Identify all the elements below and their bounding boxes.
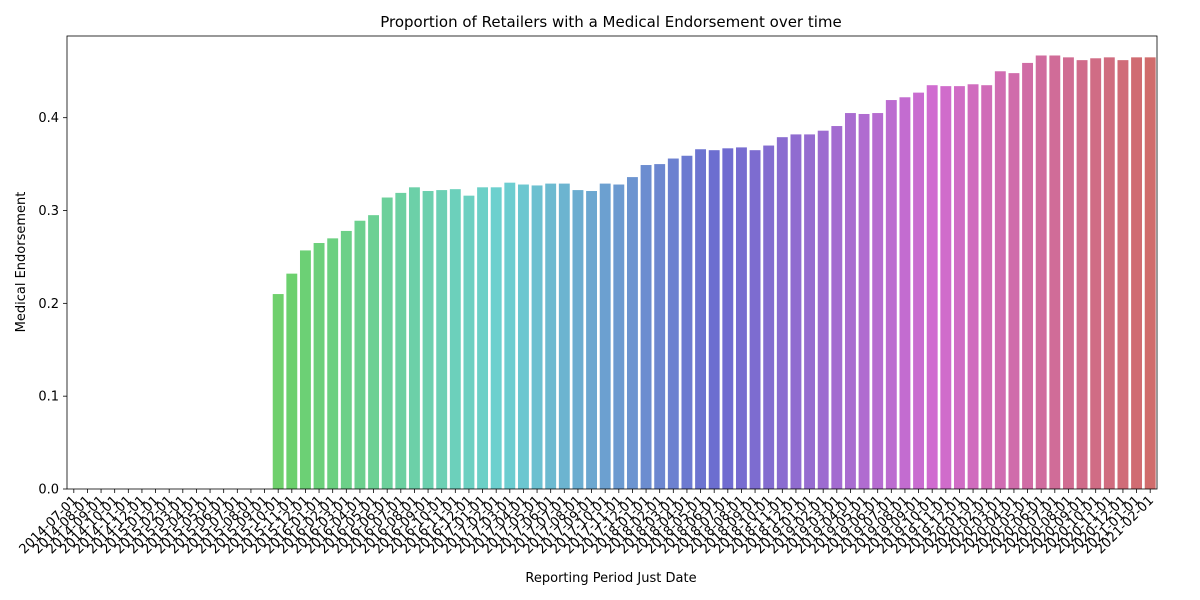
x-axis-title: Reporting Period Just Date [525,571,696,586]
bar-2016-11-01 [449,189,461,490]
bar-2019-03-01 [831,126,843,489]
bar-2019-05-01 [858,113,870,489]
bar-2016-12-01 [463,195,475,489]
bar-2017-08-01 [572,190,584,489]
bar-2016-01-01 [313,243,325,489]
bar-2020-07-01 [1049,55,1061,490]
bar-2021-02-01 [1144,57,1156,489]
bar-2016-06-01 [381,197,393,489]
bar-2017-01-01 [477,187,489,489]
y-tick-label: 0.2 [38,297,59,312]
bar-2016-08-01 [408,187,420,489]
bar-2017-10-01 [599,183,611,489]
bar-2020-04-01 [1008,73,1020,489]
y-axis-title: Medical Endorsement [14,192,29,333]
bar-2016-05-01 [368,215,380,489]
bar-2020-01-01 [967,84,979,490]
bar-2018-12-01 [790,134,802,489]
y-tick-label: 0.1 [38,390,59,405]
bar-2015-11-01 [286,273,298,489]
bar-2018-09-01 [749,150,761,489]
bar-2019-08-01 [899,97,911,490]
bar-2019-12-01 [953,86,965,489]
bar-2017-04-01 [517,184,529,489]
bar-2016-09-01 [422,191,434,489]
bar-2017-07-01 [558,183,570,489]
bar-2018-06-01 [708,150,720,489]
bar-2020-09-01 [1076,60,1088,489]
bar-2016-10-01 [436,190,448,489]
bar-2015-12-01 [299,250,311,489]
bar-2019-10-01 [926,85,938,489]
bar-2017-03-01 [504,182,516,490]
bar-2018-01-01 [640,165,652,489]
bar-2020-03-01 [994,71,1006,490]
bar-2017-06-01 [545,183,557,489]
bar-2019-09-01 [913,92,925,490]
y-axis: 0.0 0.1 0.2 0.3 0.4 [38,35,1158,498]
bar-2020-10-01 [1090,58,1102,489]
bar-2017-12-01 [626,177,638,489]
bar-2020-12-01 [1117,60,1129,489]
x-axis: 2014-07-012014-08-012014-09-012014-10-01… [17,489,1157,557]
y-tick-label: 0.0 [38,483,59,498]
bar-2018-08-01 [735,147,747,489]
bar-2016-04-01 [354,220,366,490]
bar-2018-07-01 [722,148,734,489]
bar-2020-08-01 [1062,57,1074,489]
bar-2020-11-01 [1103,57,1115,489]
bar-2016-07-01 [395,192,407,489]
bar-2019-06-01 [872,113,884,490]
bar-2016-02-01 [327,238,339,489]
bar-2017-11-01 [613,184,625,489]
y-tick-label: 0.4 [38,111,59,126]
bar-2020-05-01 [1022,62,1034,490]
bar-2015-10-01 [272,294,284,489]
chart-title: Proportion of Retailers with a Medical E… [380,13,842,31]
bar-2017-09-01 [586,191,598,489]
bar-2019-11-01 [940,86,952,489]
bar-2018-11-01 [776,137,788,489]
bar-2018-04-01 [681,155,693,489]
bar-2018-02-01 [654,164,666,489]
bar-2018-10-01 [763,145,775,490]
bar-2016-03-01 [340,230,352,489]
bar-2018-05-01 [695,149,707,489]
bar-2017-02-01 [490,187,502,489]
bar-2019-02-01 [817,130,829,489]
bar-2020-02-01 [981,85,993,489]
bars-layer [272,55,1156,490]
bar-2017-05-01 [531,185,543,489]
bar-2020-06-01 [1035,55,1047,490]
y-tick-label: 0.3 [38,204,59,219]
bar-2019-04-01 [844,113,856,490]
bar-2018-03-01 [667,158,679,489]
plot-frame [66,35,1158,490]
bar-2021-01-01 [1131,57,1143,489]
bar-2019-01-01 [804,134,816,489]
bar-2019-07-01 [885,100,897,490]
